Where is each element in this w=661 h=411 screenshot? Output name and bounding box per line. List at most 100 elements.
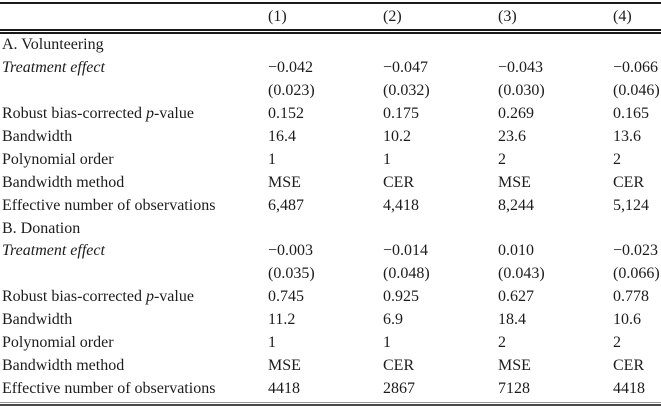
- cell-value: −0.042: [268, 59, 314, 77]
- cell-value: (0.035): [268, 265, 315, 283]
- cell-value: (0.043): [498, 265, 545, 283]
- cell-value: 2: [613, 334, 621, 352]
- cell-value: (0.023): [268, 82, 315, 100]
- cell-value: 6.9: [383, 311, 403, 329]
- cell-value: −0.014: [383, 242, 429, 260]
- cell-value: 2: [498, 150, 506, 168]
- row-label: Polynomial order: [0, 334, 268, 352]
- row-label-segment: Effective number of observations: [2, 196, 216, 214]
- row-label: Robust bias-corrected p-value: [0, 105, 268, 123]
- table-top-rule: [0, 2, 661, 4]
- row-label-segment: Bandwidth: [2, 311, 73, 329]
- cell-value: 0.778: [613, 288, 649, 306]
- cell-value: MSE: [498, 173, 531, 191]
- cell-value: (0.066): [613, 265, 660, 283]
- cell-value: 0.925: [383, 288, 419, 306]
- table-row: Bandwidth 16.4 10.2 23.6 13.6: [0, 126, 661, 149]
- row-label-segment: -value: [153, 288, 194, 306]
- column-header-1: (1): [268, 7, 287, 25]
- table-row: (0.035) (0.048) (0.043) (0.066): [0, 263, 661, 286]
- cell-value: 16.4: [268, 128, 296, 145]
- cell-value: 0.165: [613, 105, 649, 123]
- cell-value: −0.066: [613, 59, 659, 77]
- cell-value: −0.043: [498, 59, 544, 77]
- table-row: Effective number of observations 4418 2867…: [0, 377, 661, 400]
- cell-value: CER: [613, 173, 645, 191]
- table-body: A. Volunteering Treatment effect −0.042 −0.…: [0, 34, 661, 400]
- panel-row: A. Volunteering: [0, 34, 661, 57]
- row-label-segment: Bandwidth method: [2, 356, 125, 374]
- cell-value: (0.030): [498, 82, 545, 100]
- table-row: Bandwidth method MSE CER MSE CER: [0, 171, 661, 194]
- row-label-segment: Effective number of observations: [2, 379, 216, 397]
- table-header-row: (1) (2) (3) (4): [0, 4, 661, 29]
- cell-value: CER: [383, 173, 415, 191]
- row-label: Polynomial order: [0, 151, 268, 169]
- cell-value: 0.152: [268, 105, 304, 123]
- cell-value: 7128: [498, 379, 530, 397]
- table-row: Treatment effect −0.042 −0.047 −0.043 −0.066: [0, 57, 661, 80]
- cell-value: (0.046): [613, 82, 660, 100]
- cell-value: (0.048): [383, 265, 430, 283]
- row-label: Effective number of observations: [0, 197, 268, 215]
- panel-row: B. Donation: [0, 217, 661, 240]
- row-label-segment: Treatment effect: [2, 59, 105, 77]
- row-label-segment: Treatment effect: [2, 242, 105, 260]
- row-label-segment: Robust bias-corrected: [2, 105, 146, 123]
- cell-value: 23.6: [498, 128, 526, 145]
- row-label-segment: -value: [153, 105, 194, 123]
- column-header-3: (3): [498, 7, 517, 25]
- cell-value: 1: [383, 150, 391, 168]
- table-row: Polynomial order 1 1 2 2: [0, 148, 661, 171]
- cell-value: 1: [383, 334, 391, 352]
- cell-value: 0.269: [498, 105, 534, 123]
- cell-value: 8,244: [498, 196, 534, 214]
- row-label-segment: Polynomial order: [2, 150, 114, 168]
- table-row: Treatment effect −0.003 −0.014 0.010 −0.023: [0, 240, 661, 263]
- cell-value: 1: [268, 334, 276, 352]
- cell-value: (0.032): [383, 82, 430, 100]
- table-bottom-rule: [0, 401, 661, 406]
- row-label: Bandwidth: [0, 311, 268, 329]
- row-label: Effective number of observations: [0, 380, 268, 398]
- cell-value: CER: [383, 356, 415, 374]
- column-header-2: (2): [383, 7, 402, 25]
- cell-value: MSE: [268, 356, 301, 374]
- cell-value: 2: [498, 334, 506, 352]
- cell-value: 5,124: [613, 196, 649, 214]
- table-row: Robust bias-corrected p-value 0.745 0.925 0…: [0, 286, 661, 309]
- cell-value: 13.6: [613, 128, 641, 145]
- cell-value: 2867: [383, 379, 415, 397]
- panel-title: A. Volunteering: [2, 36, 104, 54]
- table-row: Polynomial order 1 1 2 2: [0, 332, 661, 355]
- cell-value: −0.023: [613, 242, 659, 260]
- row-label-segment: p: [145, 288, 154, 306]
- table-row: Bandwidth 11.2 6.9 18.4 10.6: [0, 309, 661, 332]
- table-row: Bandwidth method MSE CER MSE CER: [0, 354, 661, 377]
- row-label: Treatment effect: [0, 242, 268, 260]
- cell-value: 11.2: [268, 311, 296, 329]
- row-label-segment: Bandwidth method: [2, 173, 125, 191]
- table-row: Effective number of observations 6,487 4,4…: [0, 194, 661, 217]
- cell-value: 4418: [613, 379, 645, 397]
- cell-value: −0.003: [268, 242, 314, 260]
- table-row: (0.023) (0.032) (0.030) (0.046): [0, 80, 661, 103]
- row-label-segment: Bandwidth: [2, 128, 73, 145]
- row-label: Bandwidth method: [0, 174, 268, 192]
- row-label: Robust bias-corrected p-value: [0, 288, 268, 306]
- cell-value: 0.010: [498, 242, 534, 260]
- cell-value: 2: [613, 150, 621, 168]
- row-label-segment: p: [145, 105, 154, 123]
- cell-value: 0.745: [268, 288, 304, 306]
- cell-value: 4,418: [383, 196, 419, 214]
- row-label: Treatment effect: [0, 59, 268, 77]
- panel-title: B. Donation: [2, 219, 81, 237]
- table-row: Robust bias-corrected p-value 0.152 0.175 0…: [0, 103, 661, 126]
- cell-value: 6,487: [268, 196, 304, 214]
- table-header-rule: [0, 29, 661, 34]
- cell-value: MSE: [498, 356, 531, 374]
- cell-value: 10.2: [383, 128, 411, 145]
- cell-value: 1: [268, 150, 276, 168]
- row-label-segment: Polynomial order: [2, 334, 114, 352]
